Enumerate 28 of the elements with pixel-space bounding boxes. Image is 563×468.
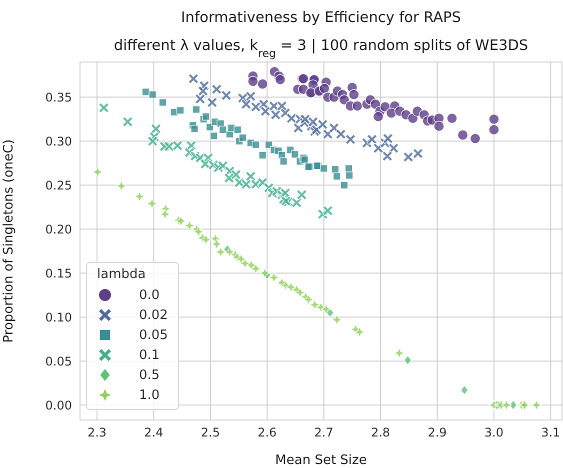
x-axis-title: Mean Set Size — [275, 453, 367, 468]
x-tick-label: 3.1 — [541, 426, 560, 440]
legend-label: 1.0 — [139, 388, 160, 402]
x-tick-label: 2.8 — [370, 426, 390, 440]
y-tick-label: 0.05 — [45, 354, 72, 368]
chart-subtitle: different λ values, k$_{reg}$ = 3 | 100 random splits of WE3DS — [114, 38, 528, 60]
x-tick-label: 2.7 — [314, 426, 334, 440]
y-tick-label: 0.30 — [45, 134, 72, 148]
x-tick-label: 2.4 — [144, 426, 164, 440]
y-tick-label: 0.25 — [45, 178, 72, 192]
y-tick-label: 0.20 — [45, 222, 72, 236]
legend-label: 0.02 — [139, 308, 168, 322]
y-tick-label: 0.10 — [45, 310, 72, 324]
legend-title: lambda — [97, 267, 147, 282]
chart-title: Informativeness by Efficiency for RAPS — [181, 10, 461, 26]
y-axis-title: Proportion of Singletons (oneC) — [2, 139, 17, 343]
y-tick-label: 0.15 — [45, 266, 72, 280]
x-tick-label: 2.3 — [87, 426, 107, 440]
x-tick-label: 3.0 — [484, 426, 504, 440]
x-tick-label: 2.6 — [258, 426, 277, 440]
x-tick-label: 2.9 — [428, 426, 447, 440]
y-tick-label: 0.35 — [45, 90, 72, 104]
legend-label: 0.0 — [139, 288, 160, 302]
x-tick-label: 2.5 — [200, 426, 220, 440]
legend-label: 0.1 — [139, 348, 160, 362]
y-tick-label: 0.00 — [45, 398, 72, 412]
legend-label: 0.05 — [139, 328, 168, 342]
legend-label: 0.5 — [139, 368, 160, 382]
